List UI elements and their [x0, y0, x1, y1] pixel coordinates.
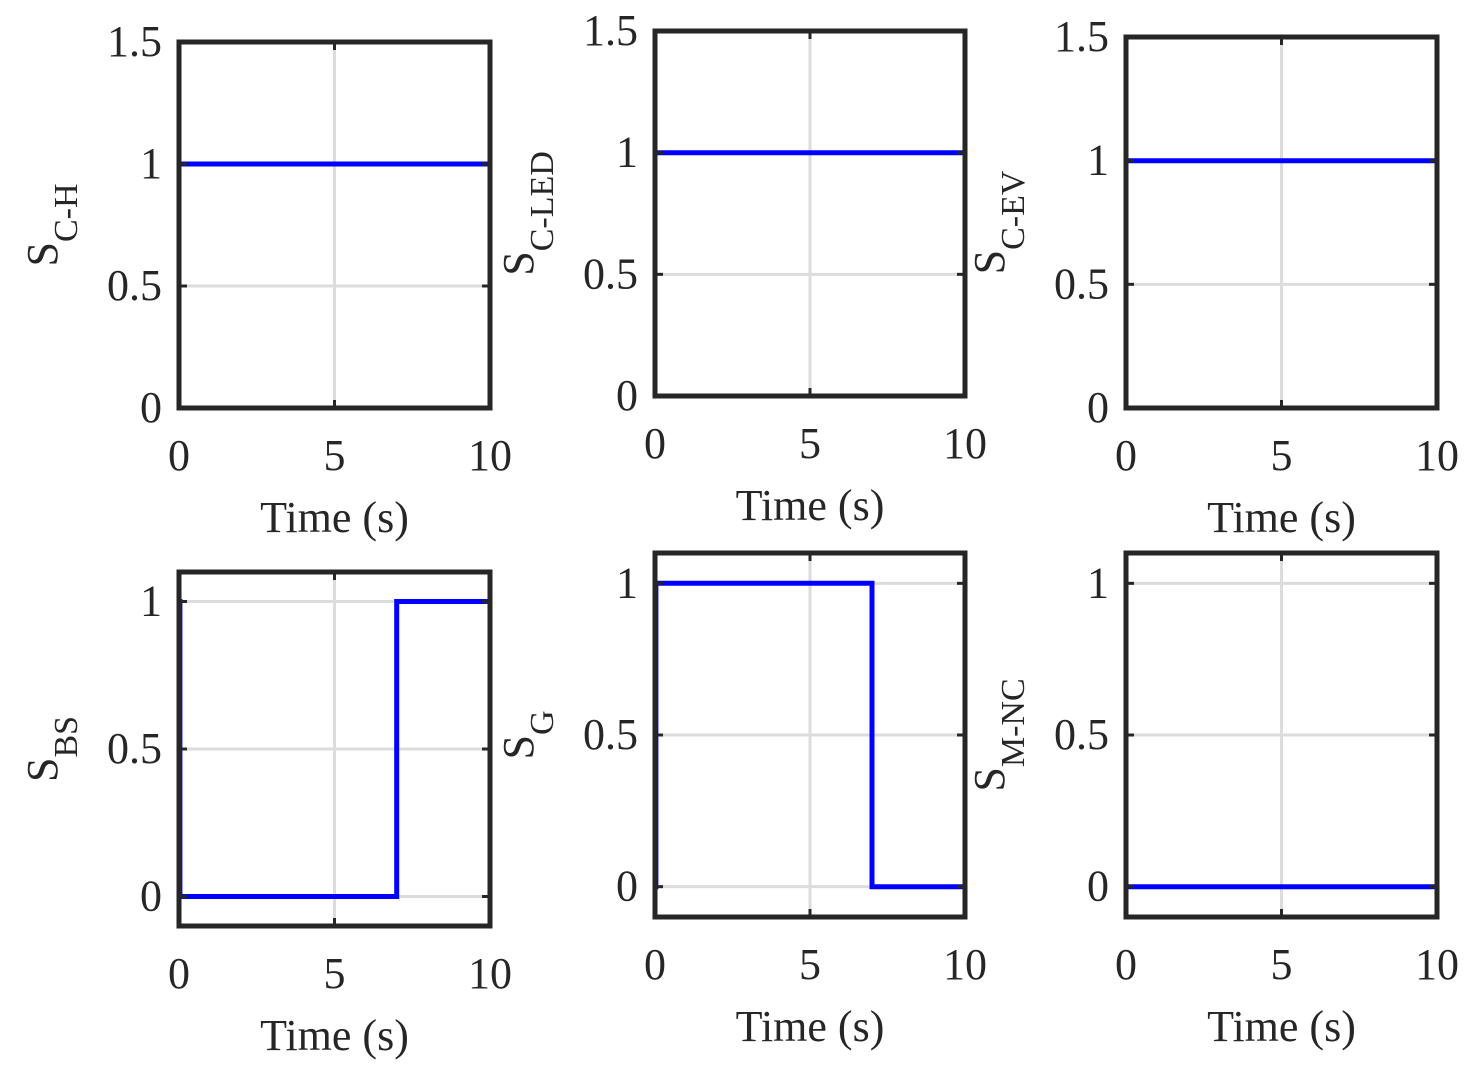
subplot-4: 0 5 10 0 0.5 1 Time (s) SBS — [18, 569, 512, 1060]
y-axis-label-base: S — [965, 250, 1014, 274]
y-axis-label: SBS — [18, 716, 85, 782]
y-tick-label: 1 — [140, 577, 162, 626]
y-axis-label-base: S — [18, 242, 67, 266]
y-axis-label: SM-NC — [965, 678, 1032, 791]
x-tick-label: 10 — [468, 431, 512, 480]
x-tick-label: 0 — [168, 949, 190, 998]
y-tick-label: 0 — [616, 371, 638, 420]
y-axis-label-subscript: C-LED — [524, 151, 561, 251]
y-tick-label: 0 — [140, 872, 162, 921]
y-tick-label: 1.5 — [583, 6, 638, 55]
y-tick-label: 1 — [616, 558, 638, 607]
y-tick-label: 0.5 — [583, 249, 638, 298]
y-tick-label: 1 — [616, 128, 638, 177]
y-tick-label: 0 — [140, 383, 162, 432]
y-axis-label-subscript: G — [524, 710, 561, 735]
x-tick-label: 5 — [799, 940, 821, 989]
x-axis-label: Time (s) — [1207, 1002, 1356, 1051]
y-tick-label: 0.5 — [583, 710, 638, 759]
x-tick-label: 10 — [468, 949, 512, 998]
subplot-2: 0 5 10 0 0.5 1 1.5 Time (s) SC-LED — [494, 6, 987, 530]
subplot-3: 0 5 10 0 0.5 1 1.5 Time (s) SC-EV — [965, 12, 1459, 542]
x-tick-label: 5 — [324, 431, 346, 480]
y-axis-label-base: S — [494, 735, 543, 759]
y-tick-label: 1 — [140, 139, 162, 188]
y-tick-label: 0.5 — [1054, 710, 1109, 759]
subplot-5: 0 5 10 0 0.5 1 Time (s) SG — [494, 550, 987, 1051]
x-tick-label: 10 — [1415, 431, 1459, 480]
x-tick-label: 10 — [1415, 940, 1459, 989]
y-axis-label: SC-LED — [494, 151, 561, 276]
y-axis-label-subscript: BS — [48, 716, 85, 758]
y-tick-label: 0.5 — [107, 724, 162, 773]
y-tick-label: 1 — [1087, 558, 1109, 607]
x-axis-label: Time (s) — [260, 493, 409, 542]
subplot-1: 0 5 10 0 0.5 1 1.5 Time (s) SC-H — [18, 17, 512, 542]
y-tick-label: 0 — [1087, 383, 1109, 432]
y-tick-label: 1.5 — [1054, 12, 1109, 61]
y-tick-label: 0.5 — [107, 261, 162, 310]
y-tick-label: 0.5 — [1054, 259, 1109, 308]
x-axis-label: Time (s) — [736, 1002, 885, 1051]
x-axis-label: Time (s) — [1207, 493, 1356, 542]
x-tick-label: 10 — [943, 940, 987, 989]
y-axis-label: SC-H — [18, 183, 85, 266]
x-axis-label: Time (s) — [260, 1011, 409, 1060]
x-tick-label: 0 — [1115, 940, 1137, 989]
x-tick-label: 5 — [1271, 431, 1293, 480]
y-axis-label-subscript: M-NC — [995, 678, 1032, 767]
y-tick-label: 0 — [1087, 862, 1109, 911]
x-axis-label: Time (s) — [736, 481, 885, 530]
y-axis-label-base: S — [494, 251, 543, 275]
y-axis-label-base: S — [18, 758, 67, 782]
x-tick-label: 0 — [1115, 431, 1137, 480]
y-axis-label: SG — [494, 710, 561, 759]
subplot-6: 0 5 10 0 0.5 1 Time (s) SM-NC — [965, 550, 1459, 1051]
y-tick-label: 0 — [616, 862, 638, 911]
y-axis-label-subscript: C-EV — [995, 170, 1032, 250]
x-tick-label: 10 — [943, 419, 987, 468]
x-tick-label: 5 — [324, 949, 346, 998]
x-tick-label: 0 — [168, 431, 190, 480]
y-axis-label: SC-EV — [965, 170, 1032, 274]
y-tick-label: 1 — [1087, 136, 1109, 185]
x-tick-label: 0 — [644, 419, 666, 468]
x-tick-label: 0 — [644, 940, 666, 989]
y-tick-label: 1.5 — [107, 17, 162, 66]
x-tick-label: 5 — [1271, 940, 1293, 989]
y-axis-label-base: S — [965, 767, 1014, 791]
y-axis-label-subscript: C-H — [48, 183, 85, 242]
x-tick-label: 5 — [799, 419, 821, 468]
